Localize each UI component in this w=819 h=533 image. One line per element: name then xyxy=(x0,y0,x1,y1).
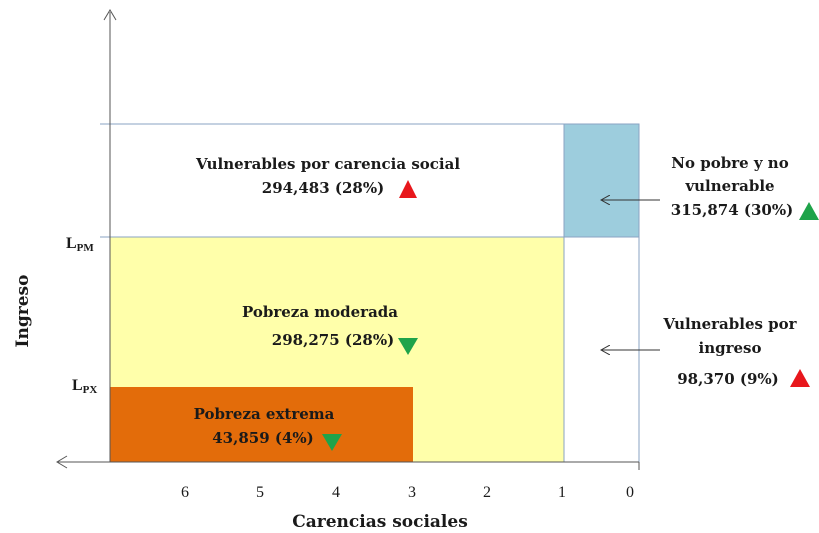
no-pobre-name-line1: No pobre y no xyxy=(671,154,788,172)
x-tick-5: 5 xyxy=(256,484,264,501)
y-axis-title: Ingreso xyxy=(13,275,33,348)
y-axis-arrow-icon xyxy=(103,9,117,21)
x-tick-labels: 6 5 4 3 2 1 0 xyxy=(181,484,634,501)
pobreza-extrema-name: Pobreza extrema xyxy=(194,405,335,423)
vulnerables-ingreso-name-line2: ingreso xyxy=(699,339,762,357)
region-pobreza-extrema xyxy=(110,387,413,462)
no-pobre-name-line2: vulnerable xyxy=(684,177,774,195)
region-no-pobre xyxy=(563,123,640,238)
x-tick-2: 2 xyxy=(483,484,491,501)
lpx-label: LPX xyxy=(72,377,97,396)
lpm-label: LPM xyxy=(66,235,94,254)
trend-up-icon xyxy=(799,202,819,220)
pobreza-moderada-value: 298,275 (28%) xyxy=(272,331,394,349)
x-axis-arrow-icon xyxy=(56,455,68,469)
trend-up-icon xyxy=(790,369,810,387)
x-tick-0: 0 xyxy=(626,484,634,501)
trend-down-icon xyxy=(398,338,418,355)
vulnerables-ingreso-value: 98,370 (9%) xyxy=(677,370,779,388)
x-tick-3: 3 xyxy=(408,484,416,501)
no-pobre-value: 315,874 (30%) xyxy=(671,201,793,219)
x-tick-1: 1 xyxy=(558,484,566,501)
region-vulnerables-carencia xyxy=(109,123,565,238)
lpx-label-sub: PX xyxy=(83,384,98,396)
vulnerables-carencia-name: Vulnerables por carencia social xyxy=(195,155,460,173)
lpm-label-main: L xyxy=(66,235,77,252)
trend-up-icon xyxy=(399,180,417,198)
vulnerables-ingreso-name-line1: Vulnerables por xyxy=(662,315,797,333)
lpm-label-sub: PM xyxy=(77,242,95,254)
x-axis-title: Carencias sociales xyxy=(292,512,468,532)
trend-down-icon xyxy=(322,434,342,451)
lpx-label-main: L xyxy=(72,377,83,394)
x-tick-6: 6 xyxy=(181,484,189,501)
vulnerables-carencia-value: 294,483 (28%) xyxy=(262,179,384,197)
x-tick-4: 4 xyxy=(332,484,340,501)
pobreza-moderada-name: Pobreza moderada xyxy=(242,303,398,321)
pobreza-extrema-value: 43,859 (4%) xyxy=(212,429,314,447)
